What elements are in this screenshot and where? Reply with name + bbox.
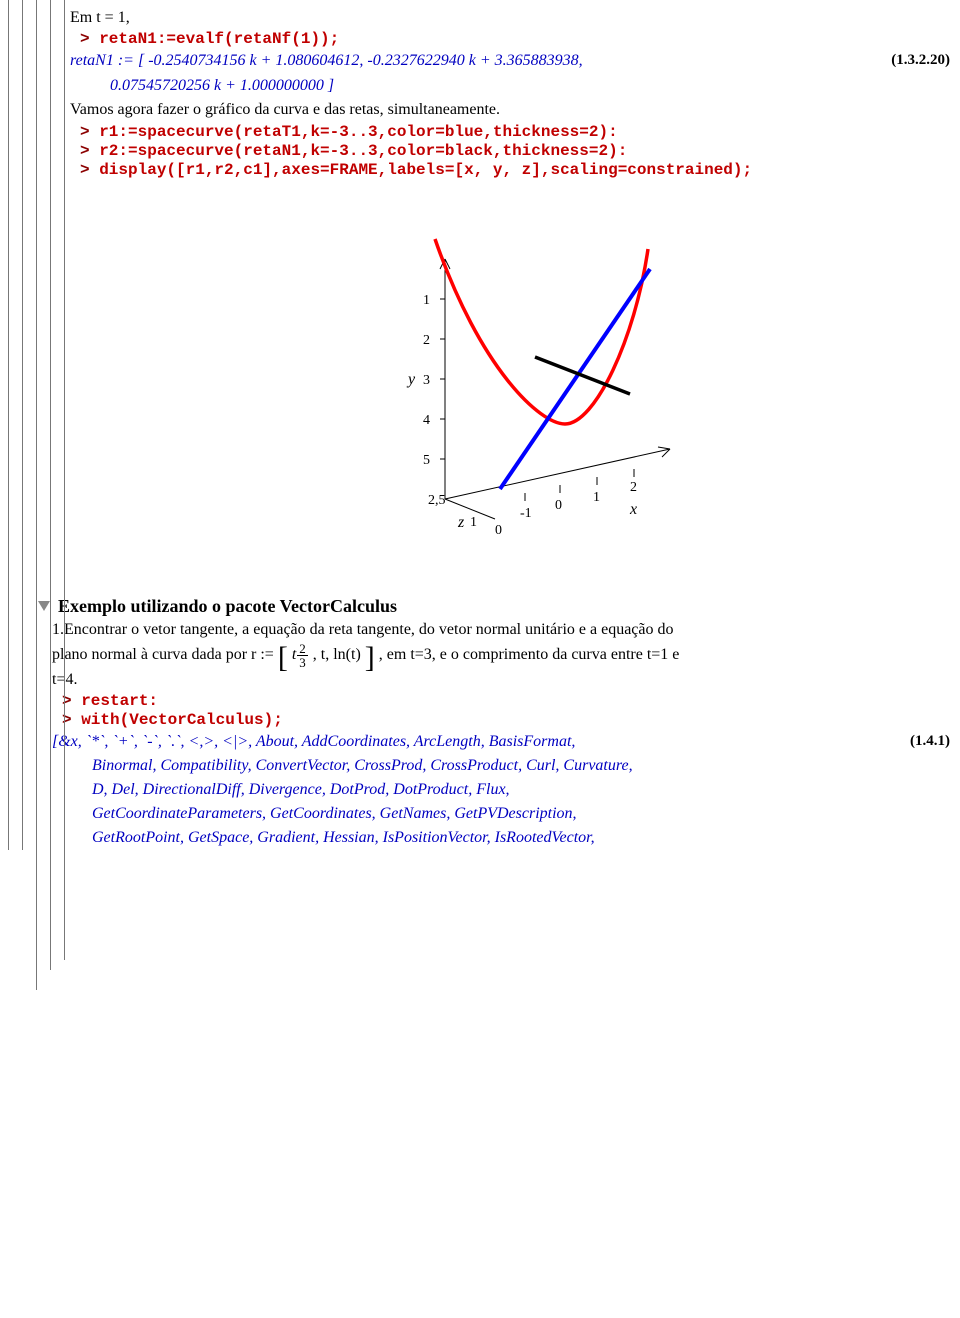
prompt-icon: > [80,142,99,160]
tree-bar [50,0,51,970]
output-text: Binormal, Compatibility, ConvertVector, … [92,757,633,774]
tree-bar [36,0,37,990]
code-line: > r1:=spacecurve(retaT1,k=-3..3,color=bl… [70,123,950,141]
output-line: 0.07545720256 k + 1.000000000 ] [70,74,950,98]
code-text: restart: [81,692,158,710]
bracket-icon: ] [365,649,375,667]
code-text: display([r1,r2,c1],axes=FRAME,labels=[x,… [99,161,752,179]
page-root: Em t = 1, > retaN1:=evalf(retaNf(1)); (1… [0,0,960,850]
svg-text:1: 1 [423,293,430,308]
output-text: retaN1 := [ -0.2540734156 k + 1.08060461… [70,52,583,69]
spacer [70,574,950,594]
svg-text:0: 0 [495,523,502,538]
svg-text:0: 0 [555,498,562,513]
output-line: GetRootPoint, GetSpace, Gradient, Hessia… [52,826,950,850]
output-text: D, Del, DirectionalDiff, Divergence, Dot… [92,781,510,798]
text: 1.Encontrar o vetor tangente, a equação … [52,621,674,638]
paragraph: 1.Encontrar o vetor tangente, a equação … [52,619,950,641]
text-line: Em t = 1, [70,7,950,29]
paragraph: plano normal à curva dada por r := [ t23… [52,642,950,669]
plot-svg: 1 2 3 4 5 y -1 0 1 2 x 0 1 2,5 z [330,209,690,539]
tree-bar [8,0,9,850]
svg-text:y: y [406,371,416,388]
svg-text:z: z [457,514,465,531]
output-text: [&x, `*`, `+`, `-`, `.`, <,>, <|>, About… [52,733,575,750]
code-text: r2:=spacecurve(retaN1,k=-3..3,color=blac… [99,142,627,160]
fraction: 23 [297,642,308,669]
code-text: with(VectorCalculus); [81,711,283,729]
tree-bar [22,0,23,850]
output-text: 0.07545720256 k + 1.000000000 ] [110,77,334,94]
bracket-icon: [ [278,649,288,667]
text: , em t=3, e o comprimento da curva entre… [379,646,680,663]
svg-text:4: 4 [423,413,430,428]
text: Vamos agora fazer o gráfico da curva e d… [70,101,500,118]
code-line: > r2:=spacecurve(retaN1,k=-3..3,color=bl… [70,142,950,160]
paragraph: t=4. [52,669,950,691]
equation-label: (1.4.1) [910,730,950,753]
output-line: GetCoordinateParameters, GetCoordinates,… [52,802,950,826]
svg-text:x: x [629,501,637,518]
code-line: > display([r1,r2,c1],axes=FRAME,labels=[… [70,161,950,179]
text: Em t = 1, [70,9,130,26]
plot-3d: 1 2 3 4 5 y -1 0 1 2 x 0 1 2,5 z [70,209,950,544]
math: , t, ln(t) [313,646,361,663]
output-text: GetCoordinateParameters, GetCoordinates,… [92,805,577,822]
svg-text:5: 5 [423,453,430,468]
svg-text:3: 3 [423,373,430,388]
output-line: (1.3.2.20) retaN1 := [ -0.2540734156 k +… [70,49,950,73]
tree-bar [64,0,65,960]
output-line: (1.4.1) [&x, `*`, `+`, `-`, `.`, <,>, <|… [52,730,950,754]
code-line: > restart: [52,692,950,710]
section-header[interactable]: Exemplo utilizando o pacote VectorCalcul… [38,594,950,619]
equation-label: (1.3.2.20) [903,49,950,72]
svg-text:1: 1 [470,515,477,530]
svg-text:2: 2 [630,480,637,495]
output-line: D, Del, DirectionalDiff, Divergence, Dot… [52,778,950,802]
svg-text:2: 2 [423,333,430,348]
section-title: Exemplo utilizando o pacote VectorCalcul… [58,596,397,616]
output-text: GetRootPoint, GetSpace, Gradient, Hessia… [92,829,595,846]
text-line: Vamos agora fazer o gráfico da curva e d… [70,99,950,121]
text: plano normal à curva dada por r := [52,646,278,663]
svg-text:2,5: 2,5 [428,493,446,508]
prompt-icon: > [80,30,99,48]
math: t [292,646,296,663]
svg-text:-1: -1 [520,506,532,521]
prompt-icon: > [80,123,99,141]
code-line: > retaN1:=evalf(retaNf(1)); [70,30,950,48]
prompt-icon: > [80,161,99,179]
code-line: > with(VectorCalculus); [52,711,950,729]
svg-text:1: 1 [593,490,600,505]
triangle-down-icon[interactable] [38,601,50,611]
output-line: Binormal, Compatibility, ConvertVector, … [52,754,950,778]
code-text: retaN1:=evalf(retaNf(1)); [99,30,339,48]
code-text: r1:=spacecurve(retaT1,k=-3..3,color=blue… [99,123,617,141]
